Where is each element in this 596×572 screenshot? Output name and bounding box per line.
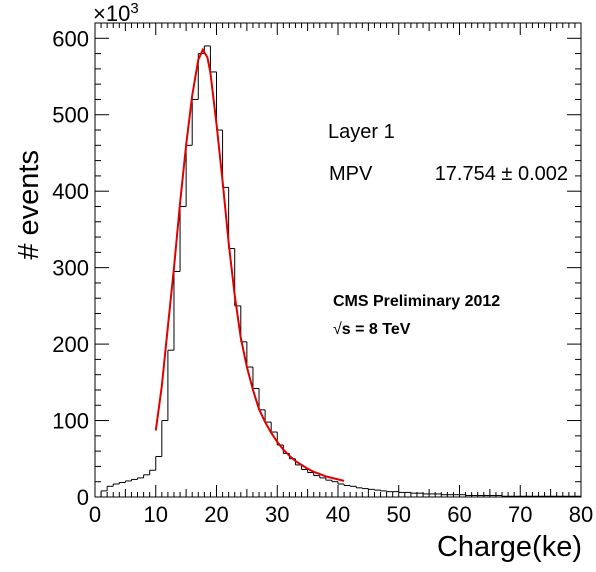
histogram-bin	[167, 349, 174, 421]
y-tick-label: 300	[52, 256, 89, 281]
fit-line	[154, 47, 345, 482]
axis-ticks	[94, 22, 582, 498]
x-tick-label: 70	[508, 502, 532, 527]
histogram-bin	[240, 305, 247, 343]
experiment-label: CMS Preliminary 2012	[333, 293, 500, 310]
x-tick-label: 10	[144, 502, 168, 527]
histogram-bin	[155, 455, 162, 471]
histogram-bin	[161, 420, 168, 457]
histogram-bin	[422, 493, 430, 495]
histogram-bin	[440, 493, 448, 496]
histogram-bin	[373, 489, 381, 491]
histogram-bin	[501, 495, 509, 497]
histogram-bin	[173, 270, 181, 351]
histogram-bin	[337, 481, 345, 485]
histogram-bin	[386, 490, 393, 493]
histogram-bin	[216, 71, 223, 131]
y-tick-label: 500	[52, 103, 89, 128]
y-tick-label: 400	[52, 179, 89, 204]
histogram-bin	[228, 187, 235, 250]
histogram-bin	[270, 422, 278, 433]
histogram-bin	[331, 480, 338, 483]
histogram-bin	[398, 491, 405, 493]
y-tick-label: 0	[77, 485, 89, 510]
histogram-bin	[361, 487, 369, 490]
histogram-bin	[130, 478, 138, 481]
histogram-bin	[137, 477, 144, 480]
mpv-value: 17.754 ± 0.002	[435, 163, 568, 185]
histogram-bin	[410, 492, 417, 494]
histogram-bin	[124, 480, 132, 483]
histogram-bin	[222, 130, 229, 188]
energy-label: √s = 8 TeV	[333, 321, 411, 338]
x-tick-label: 80	[569, 502, 593, 527]
histogram-bin	[465, 494, 472, 496]
histogram-bin	[185, 144, 193, 207]
histogram-bin	[106, 485, 114, 491]
histogram-bin	[319, 475, 326, 479]
x-tick-label: 50	[387, 502, 411, 527]
histogram-bin	[191, 98, 199, 146]
histogram-bin	[197, 53, 205, 100]
fit-curve	[154, 47, 345, 482]
histogram-bin	[100, 490, 108, 497]
histogram-bin	[355, 486, 363, 489]
histogram-bin	[264, 409, 272, 423]
histogram-bin	[112, 483, 120, 487]
y-tick-labels: 0 100 200 300 400 500 600	[52, 26, 89, 510]
histogram	[95, 45, 581, 498]
y-multiplier: ×103	[93, 0, 139, 26]
x-tick-label: 40	[326, 502, 350, 527]
x-tick-label: 60	[447, 502, 471, 527]
x-tick-label: 30	[265, 502, 289, 527]
layer-label: Layer 1	[328, 121, 395, 143]
y-tick-label: 200	[52, 332, 89, 357]
y-axis-title: # events	[13, 150, 45, 260]
x-tick-labels: 0 10 20 30 40 50 60 70 80	[89, 502, 593, 527]
histogram-bin	[343, 484, 351, 487]
histogram-bin	[313, 472, 320, 477]
x-axis-title: Charge(ke)	[437, 531, 582, 563]
mpv-label: MPV	[329, 163, 373, 185]
histogram-bin	[307, 469, 314, 474]
histogram-bin	[143, 474, 150, 478]
x-tick-label: 20	[204, 502, 228, 527]
histogram-bin	[209, 45, 217, 73]
histogram-bin	[325, 477, 332, 481]
y-tick-label: 100	[52, 409, 89, 434]
histogram-bin	[149, 469, 156, 475]
histogram-bin	[118, 481, 126, 485]
histogram-bin	[380, 490, 387, 492]
histogram-bin	[258, 388, 266, 411]
histogram-bin	[246, 341, 253, 368]
x-tick-label: 0	[89, 502, 101, 527]
histogram-bin	[252, 367, 260, 389]
plot-frame	[94, 22, 582, 498]
histogram-bin	[367, 488, 375, 490]
histogram-bin	[349, 485, 357, 487]
histogram-bin	[179, 205, 187, 272]
y-tick-label: 600	[52, 26, 89, 51]
